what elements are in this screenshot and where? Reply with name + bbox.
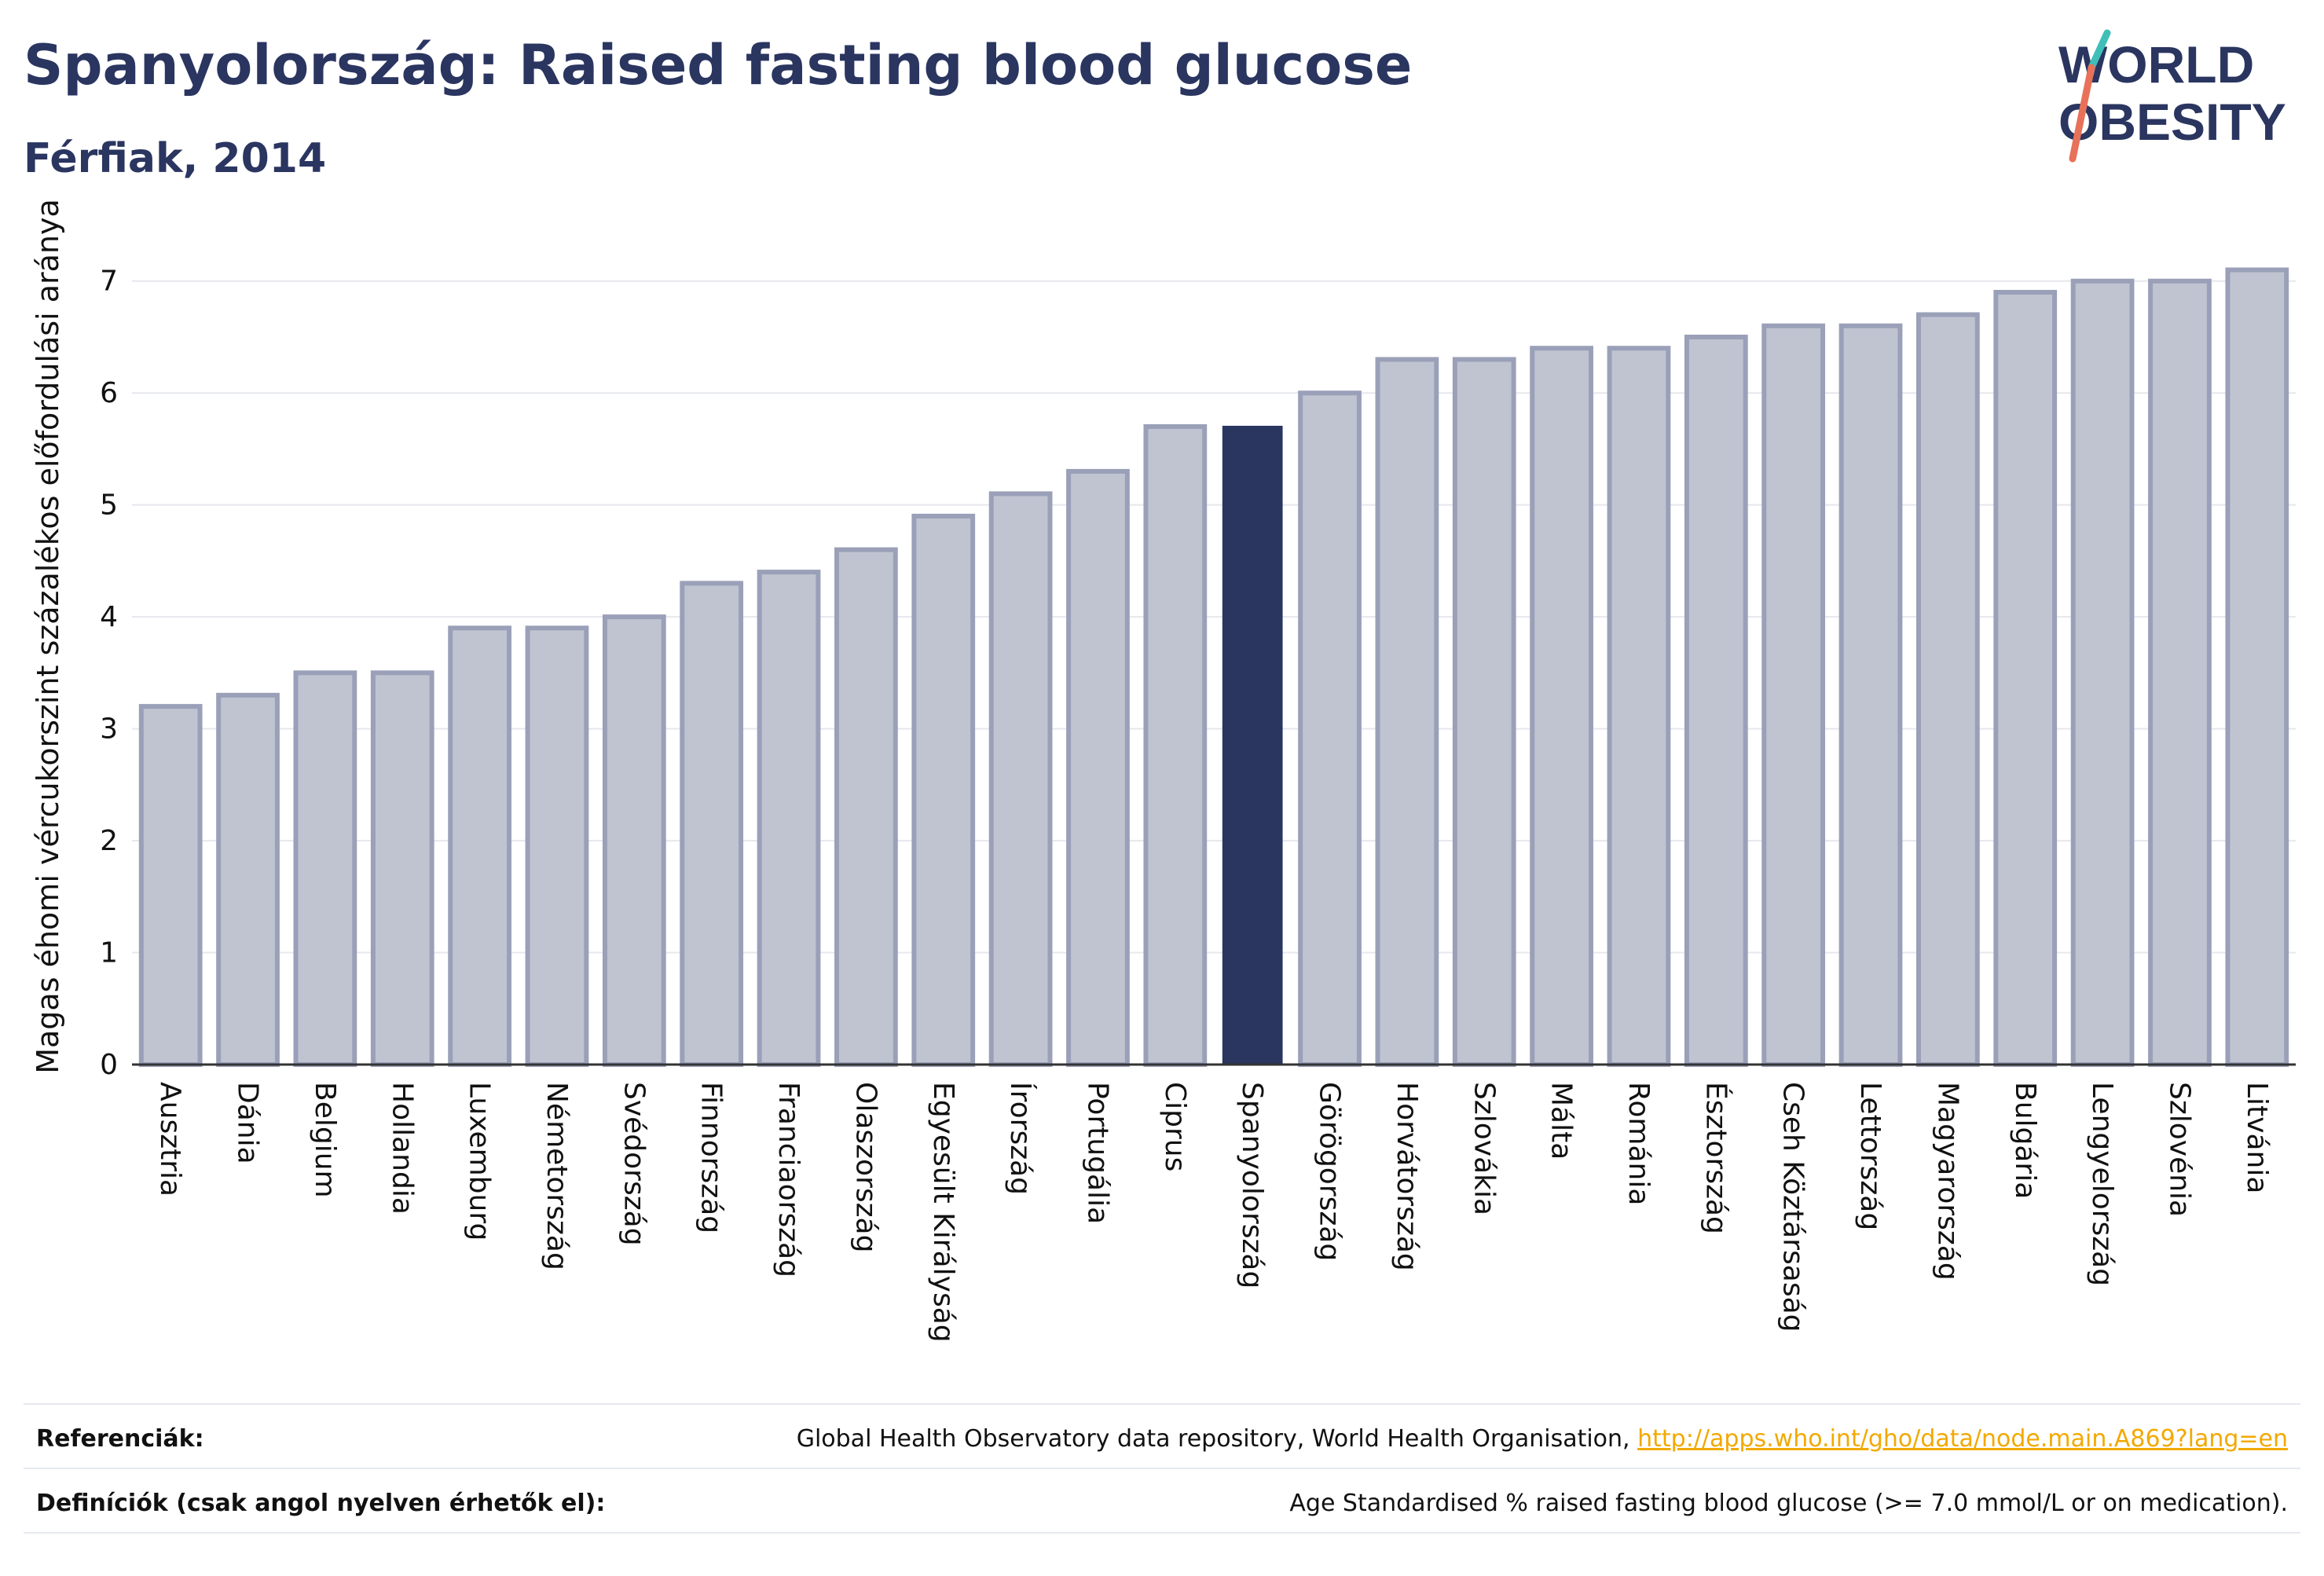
definitions-text: Age Standardised % raised fasting blood … [1289, 1490, 2288, 1517]
x-tick-label: Finnország [695, 1082, 728, 1233]
bar-franciaország [757, 570, 821, 1067]
bar-luxemburg [448, 625, 511, 1067]
x-tick-label: Észtország [1699, 1082, 1732, 1234]
x-tick-label: Franciaország [772, 1082, 805, 1277]
chart-subtitle: Férfiak, 2014 [24, 135, 327, 182]
bar-hollandia [370, 670, 434, 1067]
y-tick-label: 4 [100, 601, 118, 633]
definitions-label: Definíciók (csak angol nyelven érhetők e… [36, 1490, 606, 1517]
bar-görögország [1298, 390, 1362, 1067]
bar-belgium [293, 670, 357, 1067]
x-tick-label: Bulgária [2009, 1082, 2041, 1199]
bar-magyarország [1916, 312, 1980, 1068]
x-tick-label: Ausztria [154, 1082, 186, 1197]
x-tick-label: Lengyelország [2086, 1082, 2118, 1286]
bar-spanyolország [1222, 425, 1283, 1065]
y-tick-label: 6 [100, 377, 118, 409]
x-tick-label: Németország [541, 1082, 573, 1270]
x-tick-label: Málta [1545, 1082, 1578, 1160]
world-obesity-logo: WORLD OBESITY [2058, 29, 2286, 163]
x-tick-label: Románia [1622, 1082, 1655, 1205]
bar-románia [1607, 346, 1671, 1067]
bar-lettország [1838, 323, 1903, 1067]
bar-svédország [602, 614, 666, 1067]
y-tick-label: 1 [100, 937, 118, 969]
bar-finnország [680, 581, 744, 1067]
y-tick-label: 3 [100, 713, 118, 746]
x-tick-label: Spanyolország [1236, 1082, 1268, 1288]
logo-line2: OBESITY [2058, 93, 2286, 151]
x-tick-label: Ciprus [1159, 1082, 1191, 1171]
y-tick-label: 0 [100, 1049, 118, 1081]
x-tick-label: Luxemburg [464, 1082, 496, 1241]
bar-litvánia [2225, 267, 2289, 1067]
x-tick-label: Olaszország [849, 1082, 882, 1252]
x-tick-label: Magyarország [1931, 1082, 1963, 1281]
bar-dánia [216, 692, 280, 1068]
x-tick-label: Litvánia [2241, 1082, 2273, 1193]
bar-szlovákia [1452, 357, 1516, 1067]
y-axis-label: Magas éhomi vércukorszint százalékos elő… [31, 199, 65, 1074]
bar-ausztria [138, 704, 203, 1068]
bar-olaszország [834, 547, 898, 1067]
x-tick-label: Lettország [1854, 1082, 1886, 1230]
bar-portugália [1066, 468, 1130, 1067]
x-tick-label: Svédország [618, 1082, 650, 1246]
footer-divider-bottom [24, 1532, 2300, 1534]
y-tick-label: 5 [100, 489, 118, 522]
x-tick-label: Belgium [309, 1082, 341, 1198]
bar-szlovénia [2148, 278, 2212, 1067]
x-tick-label: Cseh Köztársaság [1777, 1082, 1809, 1332]
x-tick-label: Dánia [232, 1082, 264, 1164]
y-tick-label: 7 [100, 266, 118, 298]
chart-title: Spanyolország: Raised fasting blood gluc… [24, 33, 1413, 97]
x-tick-label: Szlovénia [2163, 1082, 2195, 1217]
references-link[interactable]: http://apps.who.int/gho/data/node.main.A… [1637, 1425, 2288, 1453]
bar-chart: 0 1 2 3 4 5 6 7 Ausztria Dánia Belgium Hollandia Lux… [31, 199, 2296, 1343]
x-tick-label: Írország [1004, 1082, 1037, 1195]
bar-egyesült-királyság [911, 513, 976, 1067]
bar-málta [1530, 346, 1593, 1067]
bar-írország [988, 491, 1053, 1067]
logo-teal-slash [2088, 29, 2111, 71]
logo-coral-slash [2069, 64, 2095, 163]
references-label: Referenciák: [36, 1425, 204, 1453]
footer-divider-top [24, 1403, 2300, 1405]
bar-cseh-köztársaság [1761, 323, 1826, 1067]
x-tick-label: Horvátország [1391, 1082, 1423, 1271]
y-tick-label: 2 [100, 825, 118, 857]
bar-ciprus [1143, 423, 1208, 1067]
footer-divider-middle [24, 1468, 2300, 1469]
x-tick-label: Görögország [1314, 1082, 1346, 1261]
x-tick-label: Szlovákia [1468, 1082, 1500, 1215]
x-tick-label: Portugália [1081, 1082, 1113, 1224]
bar-lengyelország [2070, 278, 2135, 1067]
bar-horvátország [1375, 357, 1439, 1067]
references-source: Global Health Observatory data repositor… [796, 1425, 1630, 1453]
x-tick-label: Hollandia [386, 1082, 418, 1215]
references-text: Global Health Observatory data repositor… [797, 1425, 2288, 1453]
bar-németország [525, 625, 589, 1067]
bar-bulgária [1993, 289, 2058, 1067]
bar-észtország [1684, 334, 1748, 1067]
x-tick-label: Egyesült Királyság [927, 1082, 959, 1343]
